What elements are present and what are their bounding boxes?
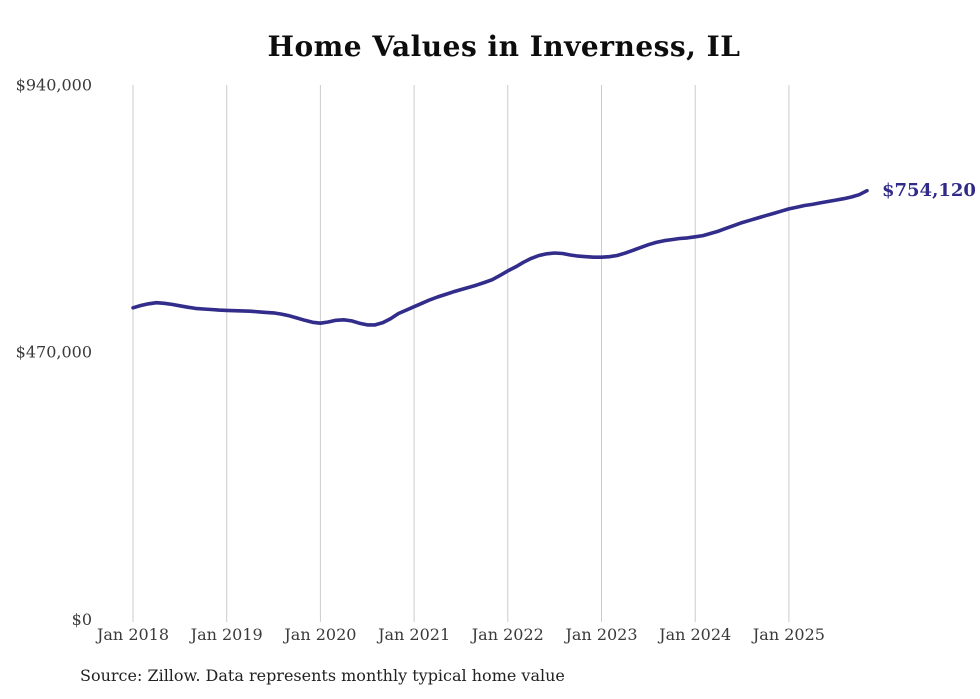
source-note: Source: Zillow. Data represents monthly … [80, 666, 565, 685]
x-tick-label: Jan 2019 [189, 625, 263, 644]
x-tick-label: Jan 2018 [95, 625, 169, 644]
latest-value-label: $754,120 [881, 179, 976, 201]
home-value-line [131, 188, 869, 327]
y-tick-label: $940,000 [16, 76, 92, 95]
y-tick-label: $470,000 [16, 343, 92, 362]
x-tick-label: Jan 2020 [282, 625, 356, 644]
chart-title: Home Values in Inverness, IL [267, 30, 741, 63]
y-tick-label: $0 [72, 610, 92, 629]
x-tick-label: Jan 2022 [470, 625, 544, 644]
x-tick-label: Jan 2023 [563, 625, 637, 644]
x-tick-label: Jan 2021 [376, 625, 450, 644]
x-tick-label: Jan 2025 [751, 625, 825, 644]
x-tick-label: Jan 2024 [657, 625, 731, 644]
